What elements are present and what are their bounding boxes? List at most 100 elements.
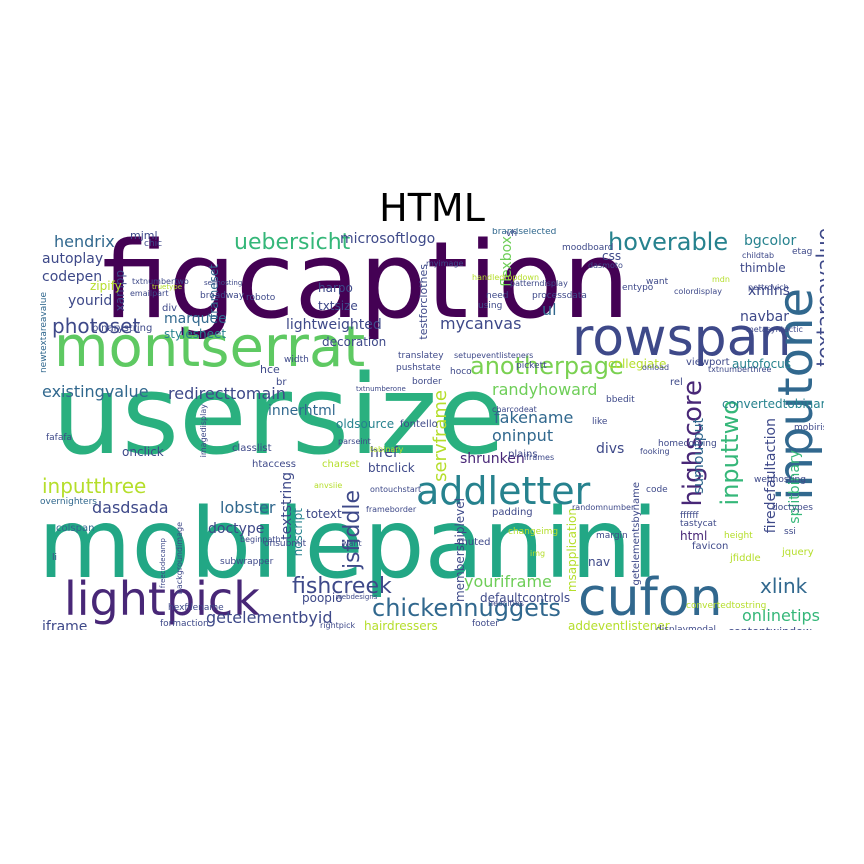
cloud-word: chic [144, 239, 163, 249]
cloud-word: tastycat [680, 519, 717, 529]
cloud-word: txtnumbertwo [132, 277, 189, 286]
cloud-word: redirecttomain [168, 384, 286, 403]
cloud-word: subwrapper [220, 557, 274, 567]
cloud-word: fakename [494, 408, 574, 427]
cloud-word: zipify [90, 279, 122, 293]
cloud-word: displaymodal [656, 625, 716, 631]
cloud-word: neocities [488, 599, 524, 608]
cloud-word: doctype [208, 521, 265, 537]
cloud-word: charset [322, 459, 360, 470]
cloud-word: poopio [302, 591, 343, 605]
cloud-word: like [592, 417, 608, 427]
cloud-word: hendrix [54, 232, 115, 251]
cloud-word: charcodeat [492, 405, 537, 414]
cloud-word: ontouchstart [370, 485, 422, 494]
cloud-word: css [602, 249, 622, 263]
cloud-word: decoration [322, 335, 387, 349]
word-cloud: figcaption usersize mobilepanini rowspan mon… [40, 228, 824, 630]
cloud-word: randyhoward [492, 380, 598, 399]
cloud-word: txtsize [318, 299, 358, 313]
cloud-word: myimage [426, 259, 464, 268]
cloud-word: btnclick [368, 461, 415, 475]
cloud-word: translatey [398, 351, 444, 361]
cloud-word: pettrovich [748, 283, 789, 292]
cloud-word: moodboard [562, 243, 614, 253]
cloud-word: brandselected [492, 228, 557, 237]
cloud-word: microsoftlogo [340, 231, 436, 247]
cloud-word: border [412, 377, 442, 387]
cloud-word: totext [306, 507, 342, 521]
cloud-word: montserrat [54, 315, 366, 380]
cloud-word: height [724, 531, 753, 541]
cloud-word: servframe [430, 390, 451, 482]
cloud-word: shrunken [460, 451, 525, 467]
chart-title: HTML [379, 186, 485, 230]
cloud-word: dasmoto [588, 261, 623, 270]
cloud-word: hoverable [608, 228, 729, 256]
cloud-word: collegiate [608, 357, 667, 371]
cloud-word: sumoutput [691, 418, 707, 494]
cloud-word: xlink [760, 574, 808, 598]
cloud-word: pickett [516, 361, 547, 371]
cloud-word: rel [670, 377, 683, 388]
cloud-word: using [478, 301, 503, 311]
cloud-word: jsfiddle [340, 490, 365, 570]
cloud-word: width [284, 355, 309, 365]
cloud-word: txtnumberone [356, 385, 406, 393]
cloud-word: homecoming [658, 439, 717, 449]
cloud-word: parseint [338, 437, 371, 446]
cloud-word: noscript [291, 508, 305, 557]
cloud-word: photoset [52, 314, 141, 338]
cloud-word: ul [542, 300, 557, 319]
cloud-word: getelementsbyname [631, 482, 642, 586]
cloud-word: mobirise [794, 423, 824, 433]
cloud-word: htaccess [252, 459, 296, 470]
cloud-word: backgroundimage [175, 522, 184, 595]
cloud-word: hoco [450, 367, 472, 377]
cloud-word: li [52, 553, 58, 563]
cloud-word: changeimg [508, 527, 559, 537]
cloud-word: img [530, 549, 546, 558]
cloud-word: oldsource [336, 417, 395, 431]
cloud-word: bgcolor [744, 233, 797, 249]
cloud-word: fafafa [46, 433, 73, 443]
cloud-word: autoplay [42, 251, 104, 267]
cloud-word: webdesigns [336, 593, 378, 601]
cloud-word: need [486, 291, 509, 301]
cloud-word: yourid [68, 293, 113, 309]
cloud-word: iframe [42, 619, 88, 630]
cloud-word: vh [506, 229, 518, 239]
cloud-word: imagedisplay [199, 404, 208, 458]
cloud-word: favicon [692, 541, 729, 552]
cloud-word: fishcreek [292, 574, 392, 599]
cloud-word: footer [472, 619, 499, 629]
cloud-word: handledropdown [472, 273, 540, 282]
cloud-word: tobinary [370, 445, 404, 454]
cloud-word: href [370, 445, 398, 461]
cloud-word: newtextareavalue [40, 292, 49, 374]
cloud-word: cufon [578, 568, 723, 628]
cloud-word: formaction [160, 619, 209, 629]
cloud-word: chickennuggets [372, 594, 561, 622]
cloud-word: navbar [740, 309, 789, 325]
cloud-word: dasdsada [92, 498, 169, 517]
cloud-word: onsubmit [264, 539, 307, 549]
cloud-word: ffffff [680, 511, 699, 521]
cloud-word: mycanvas [440, 314, 522, 333]
cloud-word: divs [596, 441, 625, 457]
cloud-word: jquery [782, 547, 814, 558]
cloud-word: addeventlistener [568, 619, 670, 630]
cloud-word: thimble [740, 261, 786, 275]
cloud-word: inputtwo [716, 400, 744, 506]
cloud-word: div [162, 303, 178, 314]
cloud-word: hce [260, 363, 280, 376]
cloud-word: broadway [200, 291, 245, 301]
cloud-word: iframes [524, 453, 555, 462]
cloud-word: waht [342, 539, 362, 548]
cloud-word: emailpart [130, 289, 169, 298]
cloud-word: html [680, 529, 708, 543]
cloud-word: lobster [220, 498, 276, 517]
cloud-word: hairdressers [364, 619, 438, 630]
cloud-word: xmlns [748, 283, 790, 299]
cloud-word: rowspan [572, 308, 792, 368]
